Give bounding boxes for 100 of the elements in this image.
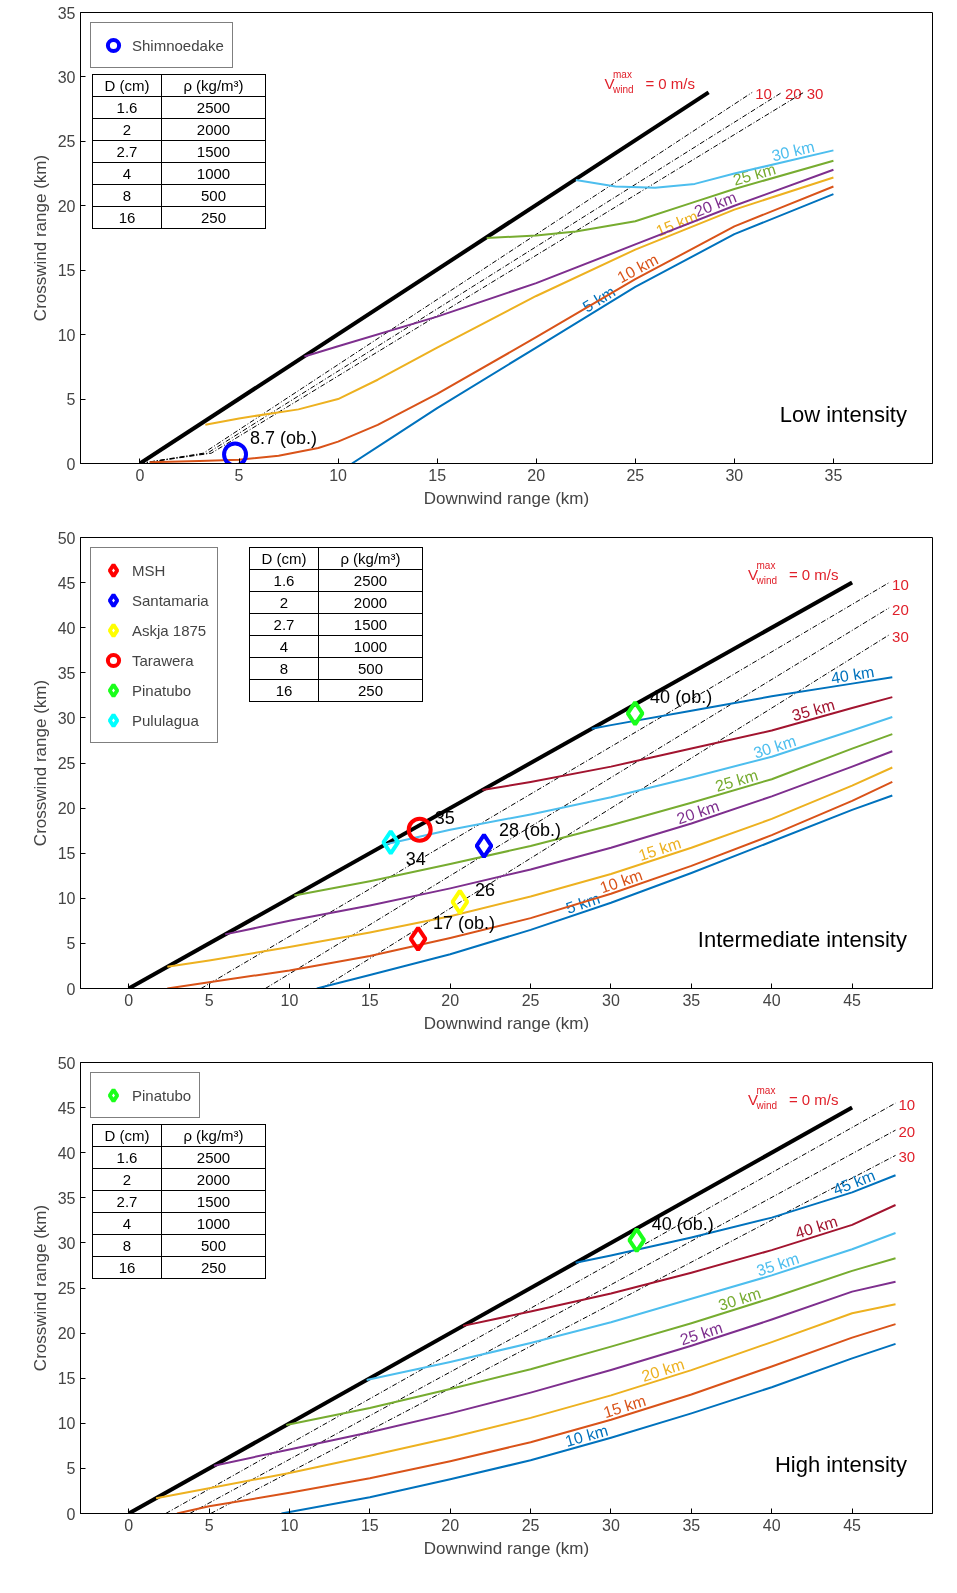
series-label: 10 — [755, 85, 772, 103]
y-axis-title: Crosswind range (km) — [30, 1204, 50, 1372]
annotation: 500 — [318, 657, 423, 680]
x-tick-label: 45 — [843, 1516, 862, 1534]
text: 15 km — [601, 1391, 648, 1422]
text: 10 km — [614, 250, 661, 287]
y-tick-label: 5 — [66, 391, 76, 409]
annotation: 4 — [249, 635, 319, 658]
y-tick-label: 40 — [57, 1144, 76, 1162]
annotation: 26 — [474, 879, 495, 900]
y-tick-label: 50 — [57, 1054, 76, 1072]
x-tick-label: 0 — [124, 991, 134, 1009]
annotation: 2500 — [161, 96, 266, 119]
annotation: 250 — [318, 679, 423, 702]
x-tick-label: 20 — [441, 1516, 460, 1534]
series-label: 20 — [898, 1123, 916, 1141]
x-axis-title: Downwind range (km) — [423, 1538, 590, 1558]
annotation: 2.7 — [92, 1190, 162, 1213]
annotation: 1000 — [161, 1212, 266, 1235]
y-tick-label: 20 — [57, 800, 76, 818]
x-tick-label: 15 — [360, 1516, 379, 1534]
annotation: 2.7 — [92, 140, 162, 163]
annotation: 2000 — [318, 591, 423, 614]
annotation: 2.7 — [249, 613, 319, 636]
y-tick-label: 50 — [57, 529, 76, 547]
x-tick-label: 15 — [360, 991, 379, 1009]
y-tick-label: 5 — [66, 935, 76, 953]
annotation: 500 — [161, 184, 266, 207]
x-tick-label: 30 — [725, 466, 744, 484]
annotation: 16 — [92, 206, 162, 229]
y-tick-label: 45 — [57, 574, 76, 592]
annotation: 2 — [249, 591, 319, 614]
y-tick-label: 0 — [66, 1505, 76, 1523]
annotation: 16 — [92, 1256, 162, 1279]
annotation: 8.7 (ob.) — [250, 428, 318, 449]
y-tick-label: 15 — [57, 1370, 76, 1388]
x-tick-label: 35 — [824, 466, 843, 484]
y-tick-label: 25 — [57, 755, 76, 772]
annotation: 1500 — [161, 1190, 266, 1213]
x-tick-label: 25 — [521, 991, 540, 1009]
y-tick-label: 10 — [57, 890, 76, 908]
y-tick-label: 35 — [57, 4, 76, 22]
x-tick-label: 30 — [602, 991, 620, 1009]
x-tick-label: 5 — [234, 466, 244, 484]
text: 20 km — [639, 1355, 687, 1385]
annotation: ρ (kg/m³) — [161, 74, 266, 97]
series-label: 30 — [892, 627, 909, 645]
x-tick-label: 40 — [762, 991, 781, 1009]
x-tick-label: 0 — [135, 466, 145, 484]
series-label: 10 — [898, 1096, 916, 1114]
annotation: 1500 — [161, 140, 266, 163]
legend-label: Askja 1875 — [132, 621, 207, 639]
x-tick-label: 15 — [428, 466, 447, 484]
annotation: 8 — [92, 184, 162, 207]
legend-label: Tarawera — [132, 651, 194, 669]
x-tick-label: 35 — [682, 1516, 701, 1534]
series-label: 20 — [784, 85, 802, 103]
annotation: 1000 — [161, 162, 266, 185]
y-tick-label: 25 — [57, 133, 76, 151]
y-axis-title: Crosswind range (km) — [30, 679, 50, 847]
y-tick-label: 5 — [66, 1460, 76, 1478]
annotation: 4 — [92, 1212, 162, 1235]
annotation: 40 (ob.) — [651, 1214, 714, 1235]
y-tick-label: 15 — [57, 262, 76, 280]
x-axis-title: Downwind range (km) — [423, 488, 590, 508]
text: 30 km — [716, 1284, 763, 1314]
text: 25 km — [713, 766, 760, 795]
y-tick-label: 0 — [66, 455, 76, 473]
x-tick-label: 20 — [441, 991, 460, 1009]
annotation: Intermediate intensity — [697, 927, 907, 953]
text: 40 km — [829, 663, 876, 687]
x-tick-label: 5 — [204, 1516, 214, 1534]
x-tick-label: 10 — [280, 991, 299, 1009]
annotation: 2000 — [161, 118, 266, 141]
text: 20 km — [674, 797, 722, 828]
annotation: 2 — [92, 1168, 162, 1191]
annotation: 8 — [249, 657, 319, 680]
series-label: 20 — [892, 600, 909, 618]
annotation: 250 — [161, 1256, 266, 1279]
annotation: 16 — [249, 679, 319, 702]
annotation: 1.6 — [92, 96, 162, 119]
x-tick-label: 25 — [626, 466, 645, 484]
y-tick-label: 20 — [57, 1325, 76, 1343]
series-label: 30 — [898, 1148, 916, 1166]
x-tick-label: 10 — [280, 1516, 299, 1534]
annotation: 28 (ob.) — [498, 819, 562, 840]
y-tick-label: 15 — [57, 845, 76, 863]
y-tick-label: 0 — [66, 980, 76, 998]
y-tick-label: 30 — [57, 709, 76, 727]
annotation: 2500 — [318, 569, 423, 592]
annotation: 250 — [161, 206, 266, 229]
y-tick-label: 40 — [57, 619, 76, 637]
series-label: 10 — [892, 575, 909, 593]
text: 40 km — [792, 1212, 840, 1242]
y-tick-label: 30 — [57, 1234, 76, 1252]
annotation: 4 — [92, 162, 162, 185]
text: 10 km — [563, 1421, 610, 1450]
annotation: 500 — [161, 1234, 266, 1257]
text: 30 km — [751, 731, 799, 762]
annotation: D (cm) — [249, 547, 319, 570]
